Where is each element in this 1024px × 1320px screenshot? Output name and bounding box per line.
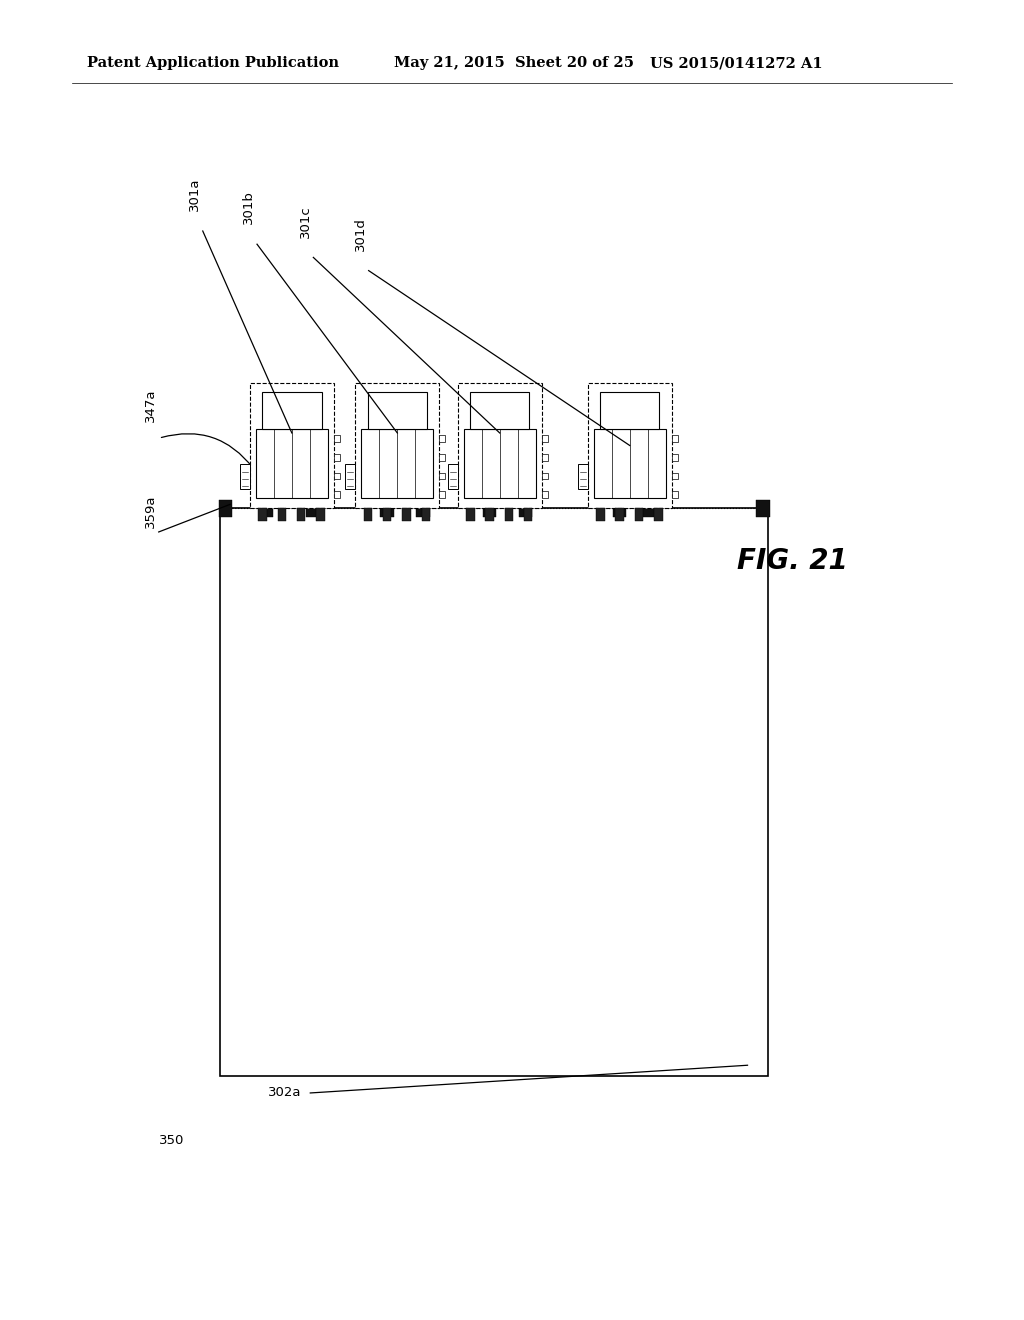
Bar — [485, 508, 494, 521]
Bar — [334, 491, 340, 498]
Bar — [256, 429, 328, 498]
Bar — [240, 465, 250, 490]
Bar — [578, 465, 588, 490]
Bar — [219, 500, 231, 516]
Bar — [439, 454, 445, 461]
Bar — [416, 500, 430, 516]
Bar — [483, 500, 496, 516]
Bar — [672, 434, 678, 442]
Bar — [464, 429, 536, 498]
Bar — [334, 434, 340, 442]
Bar — [672, 473, 678, 479]
Bar — [355, 383, 439, 508]
Text: Patent Application Publication: Patent Application Publication — [87, 57, 339, 70]
Bar — [505, 508, 513, 521]
Bar — [470, 392, 529, 429]
Bar — [615, 508, 624, 521]
Text: 301b: 301b — [243, 190, 255, 224]
Text: 301d: 301d — [354, 216, 367, 251]
Bar — [439, 491, 445, 498]
Bar — [334, 454, 340, 461]
Bar — [600, 392, 659, 429]
Bar — [422, 508, 430, 521]
Bar — [542, 434, 548, 442]
Bar — [305, 500, 319, 516]
Bar — [316, 508, 325, 521]
Bar — [672, 454, 678, 461]
Bar — [542, 454, 548, 461]
Bar — [542, 491, 548, 498]
Bar — [258, 508, 266, 521]
Text: May 21, 2015  Sheet 20 of 25: May 21, 2015 Sheet 20 of 25 — [394, 57, 634, 70]
Bar — [519, 500, 532, 516]
Bar — [439, 473, 445, 479]
Text: 350: 350 — [159, 1134, 184, 1147]
Bar — [297, 508, 305, 521]
Bar — [635, 508, 643, 521]
Bar — [542, 473, 548, 479]
Text: 347a: 347a — [144, 389, 157, 422]
Bar — [588, 383, 672, 508]
Bar — [381, 500, 393, 516]
Bar — [364, 508, 372, 521]
Bar — [756, 500, 770, 516]
Bar — [278, 508, 286, 521]
Bar — [368, 392, 427, 429]
Bar — [334, 473, 340, 479]
Bar — [594, 429, 666, 498]
Bar — [641, 500, 655, 516]
Bar — [259, 500, 272, 516]
Text: US 2015/0141272 A1: US 2015/0141272 A1 — [650, 57, 823, 70]
Bar — [402, 508, 411, 521]
Bar — [220, 508, 768, 1076]
Bar — [596, 508, 604, 521]
Bar — [672, 491, 678, 498]
Bar — [262, 392, 322, 429]
Bar — [524, 508, 532, 521]
Text: 359a: 359a — [144, 495, 157, 528]
Bar — [383, 508, 391, 521]
Bar — [345, 465, 355, 490]
Text: 302a: 302a — [268, 1086, 302, 1100]
Bar — [466, 508, 474, 521]
Bar — [654, 508, 663, 521]
Bar — [250, 383, 334, 508]
Bar — [439, 434, 445, 442]
Bar — [458, 383, 542, 508]
Bar — [361, 429, 433, 498]
Text: 301a: 301a — [188, 178, 201, 211]
Text: 301c: 301c — [299, 205, 311, 238]
Bar — [447, 465, 458, 490]
Bar — [612, 500, 627, 516]
Text: FIG. 21: FIG. 21 — [737, 546, 848, 576]
